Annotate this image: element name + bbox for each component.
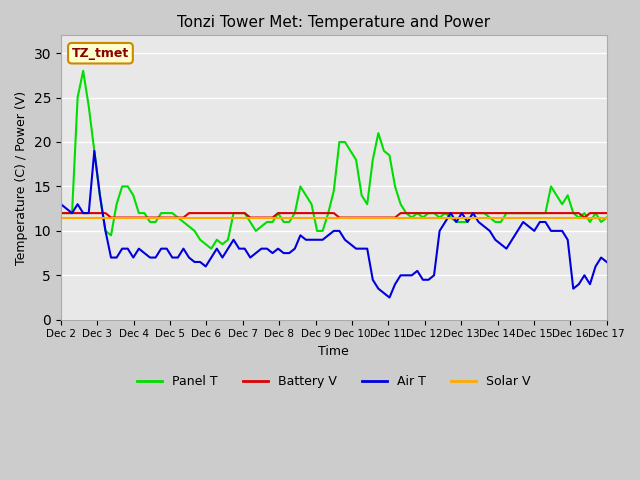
Panel T [497,219,505,225]
Panel T [207,246,215,252]
Solar V [57,215,65,220]
Solar V [224,215,232,220]
Line: Battery V: Battery V [61,213,607,217]
Battery V [603,210,611,216]
Battery V [207,210,215,216]
Panel T [603,215,611,220]
Air T [207,255,215,261]
Battery V [335,215,343,220]
Battery V [230,210,237,216]
Solar V [603,215,611,220]
Air T [230,237,237,243]
Battery V [352,215,360,220]
Text: TZ_tmet: TZ_tmet [72,47,129,60]
Battery V [107,215,115,220]
Title: Tonzi Tower Met: Temperature and Power: Tonzi Tower Met: Temperature and Power [177,15,490,30]
Panel T [358,192,365,198]
Air T [386,295,394,300]
Solar V [330,215,338,220]
Air T [497,241,505,247]
Line: Air T: Air T [61,151,607,298]
Solar V [202,215,209,220]
X-axis label: Time: Time [319,345,349,358]
Battery V [57,210,65,216]
Solar V [347,215,355,220]
Air T [335,228,343,234]
Battery V [492,210,499,216]
Panel T [191,228,198,234]
Line: Panel T: Panel T [61,71,607,249]
Solar V [185,215,193,220]
Solar V [486,215,493,220]
Panel T [79,68,87,74]
Panel T [341,139,349,145]
Air T [90,148,98,154]
Air T [57,201,65,207]
Battery V [191,210,198,216]
Y-axis label: Temperature (C) / Power (V): Temperature (C) / Power (V) [15,91,28,264]
Panel T [57,210,65,216]
Air T [352,246,360,252]
Panel T [236,210,243,216]
Legend: Panel T, Battery V, Air T, Solar V: Panel T, Battery V, Air T, Solar V [132,370,535,393]
Panel T [213,237,221,243]
Air T [603,259,611,265]
Air T [191,259,198,265]
